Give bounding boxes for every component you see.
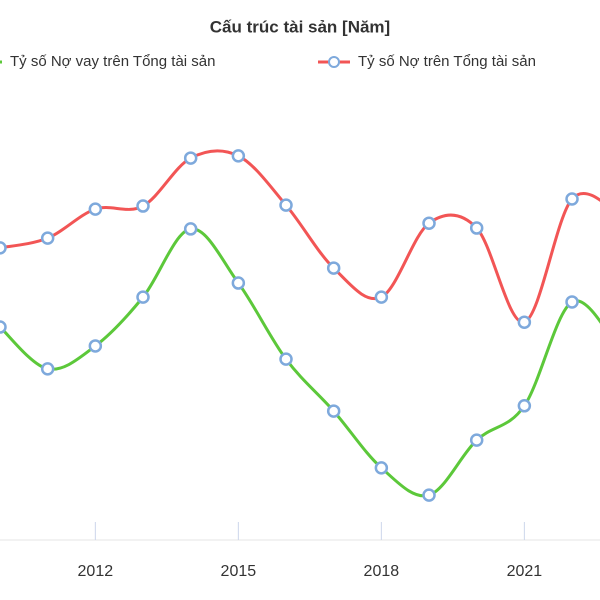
data-point	[88, 202, 103, 216]
series-line	[0, 227, 600, 498]
legend-label: Tỷ số Nợ vay trên Tổng tài sản	[10, 53, 215, 70]
data-point	[422, 216, 436, 230]
data-point	[183, 222, 198, 236]
x-tick-label: 2018	[364, 563, 400, 580]
data-point	[469, 433, 484, 447]
data-point	[422, 488, 436, 502]
plot-area	[0, 149, 600, 502]
data-point	[374, 461, 389, 475]
data-point	[374, 290, 389, 304]
data-point	[136, 290, 150, 304]
data-point	[279, 352, 293, 366]
x-tick-label: 2012	[78, 563, 114, 580]
data-point	[136, 199, 150, 213]
legend-label: Tỷ số Nợ trên Tổng tài sản	[358, 53, 536, 70]
data-point	[40, 231, 55, 245]
data-point	[326, 404, 341, 418]
data-point	[326, 261, 341, 275]
x-tick-label: 2021	[507, 563, 543, 580]
series-line	[0, 149, 600, 324]
legend-marker	[328, 56, 340, 68]
x-tick-label: 2015	[221, 563, 257, 580]
data-point	[40, 362, 55, 376]
data-point	[183, 151, 198, 165]
data-point	[231, 276, 246, 290]
data-point	[517, 315, 532, 329]
data-point	[469, 221, 484, 235]
data-point	[517, 399, 532, 413]
data-point	[0, 320, 7, 334]
data-point	[565, 192, 579, 206]
data-point	[279, 198, 293, 212]
data-point	[231, 149, 246, 163]
data-point	[88, 339, 103, 353]
data-point	[0, 241, 7, 255]
data-point	[565, 295, 579, 309]
chart-title: Cấu trúc tài sản [Năm]	[210, 17, 390, 36]
